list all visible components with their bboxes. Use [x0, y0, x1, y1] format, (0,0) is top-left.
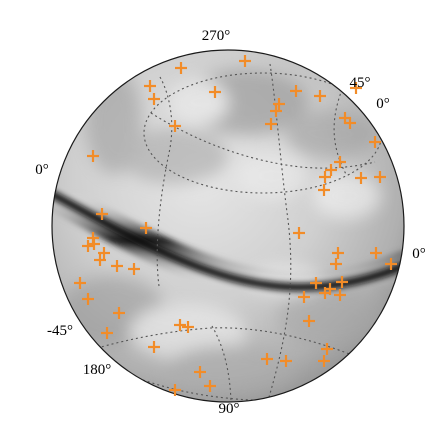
plus-marker-32: [128, 263, 140, 275]
tick-label-top: 270°: [202, 28, 231, 44]
plus-marker-52: [318, 355, 330, 367]
plus-marker-37: [74, 277, 86, 289]
plus-marker-1: [148, 93, 160, 105]
globe-background: [52, 50, 404, 402]
plus-marker-44: [82, 293, 94, 305]
plus-marker-22: [374, 171, 386, 183]
plus-marker-36: [385, 258, 397, 270]
plus-marker-51: [321, 343, 333, 355]
plus-marker-19: [319, 171, 331, 183]
plus-marker-27: [88, 238, 100, 250]
plus-marker-20: [318, 184, 330, 196]
plus-marker-53: [261, 353, 273, 365]
plus-marker-14: [344, 117, 356, 129]
plus-marker-25: [293, 227, 305, 239]
plus-marker-9: [350, 82, 362, 94]
plus-marker-48: [101, 327, 113, 339]
plus-marker-54: [280, 355, 292, 367]
plus-marker-8: [314, 90, 326, 102]
plus-marker-47: [182, 321, 194, 333]
plus-marker-16: [369, 136, 381, 148]
tick-label-bottom-left: 180°: [83, 362, 112, 378]
plus-marker-15: [87, 150, 99, 162]
plus-marker-41: [336, 276, 348, 288]
plus-marker-34: [330, 258, 342, 270]
plus-marker-33: [332, 247, 344, 259]
plus-marker-46: [174, 319, 186, 331]
plus-marker-12: [265, 118, 277, 130]
plus-marker-11: [270, 105, 282, 117]
plus-marker-49: [303, 315, 315, 327]
tick-label-bottom: 90°: [219, 401, 240, 417]
plus-marker-38: [310, 277, 322, 289]
plus-marker-24: [140, 222, 152, 234]
grid-parallel-lower: [77, 327, 372, 364]
plus-marker-31: [111, 260, 123, 272]
grid-meridian-bottom: [211, 325, 232, 402]
grid-parallel-upper: [150, 112, 376, 169]
plus-marker-56: [204, 380, 216, 392]
galactic-band-core: [52, 189, 404, 292]
plus-marker-3: [144, 80, 156, 92]
point-markers: [74, 55, 397, 396]
tick-label-upper-right-inner: 0°: [376, 96, 390, 112]
plus-marker-29: [98, 247, 110, 259]
plus-marker-5: [209, 86, 221, 98]
plus-marker-35: [370, 247, 382, 259]
plus-marker-17: [334, 156, 346, 168]
plus-marker-50: [148, 341, 160, 353]
plus-marker-23: [96, 208, 108, 220]
plus-marker-28: [82, 240, 94, 252]
plus-marker-57: [169, 384, 181, 396]
plus-marker-40: [319, 287, 331, 299]
globe-outline: [51, 49, 405, 403]
plus-marker-55: [194, 366, 206, 378]
plus-marker-2: [175, 62, 187, 74]
plus-marker-10: [273, 98, 285, 110]
grid-meridian-left: [156, 76, 173, 287]
plus-marker-30: [94, 254, 106, 266]
plus-marker-42: [334, 289, 346, 301]
plus-marker-4: [239, 55, 251, 67]
plus-marker-18: [325, 164, 337, 176]
tick-label-upper-right: 45°: [350, 75, 371, 91]
tick-label-right: 0°: [412, 246, 426, 262]
plus-marker-6: [290, 85, 302, 97]
plus-marker-45: [113, 307, 125, 319]
plus-marker-43: [298, 291, 310, 303]
plus-marker-7: [169, 120, 181, 132]
tick-label-left: 0°: [35, 162, 49, 178]
plus-marker-21: [355, 172, 367, 184]
tick-label-lower-left: -45°: [47, 323, 73, 339]
